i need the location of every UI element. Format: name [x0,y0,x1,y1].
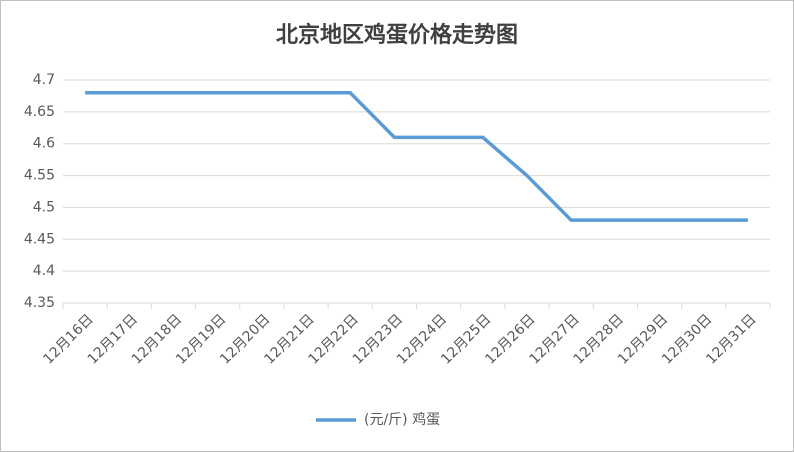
y-tick-label: 4.45 [24,231,55,247]
series-line [85,90,748,222]
legend-label: (元/斤) 鸡蛋 [364,411,440,428]
y-tick-label: 4.55 [24,168,55,184]
y-tick-label: 4.5 [33,199,55,215]
y-tick-label: 4.65 [24,104,55,120]
y-tick-label: 4.4 [33,263,55,279]
y-tick-label: 4.6 [33,136,55,152]
y-tick-label: 4.7 [33,72,55,88]
chart-title: 北京地区鸡蛋价格走势图 [276,22,518,48]
y-tick-label: 4.35 [24,295,55,311]
